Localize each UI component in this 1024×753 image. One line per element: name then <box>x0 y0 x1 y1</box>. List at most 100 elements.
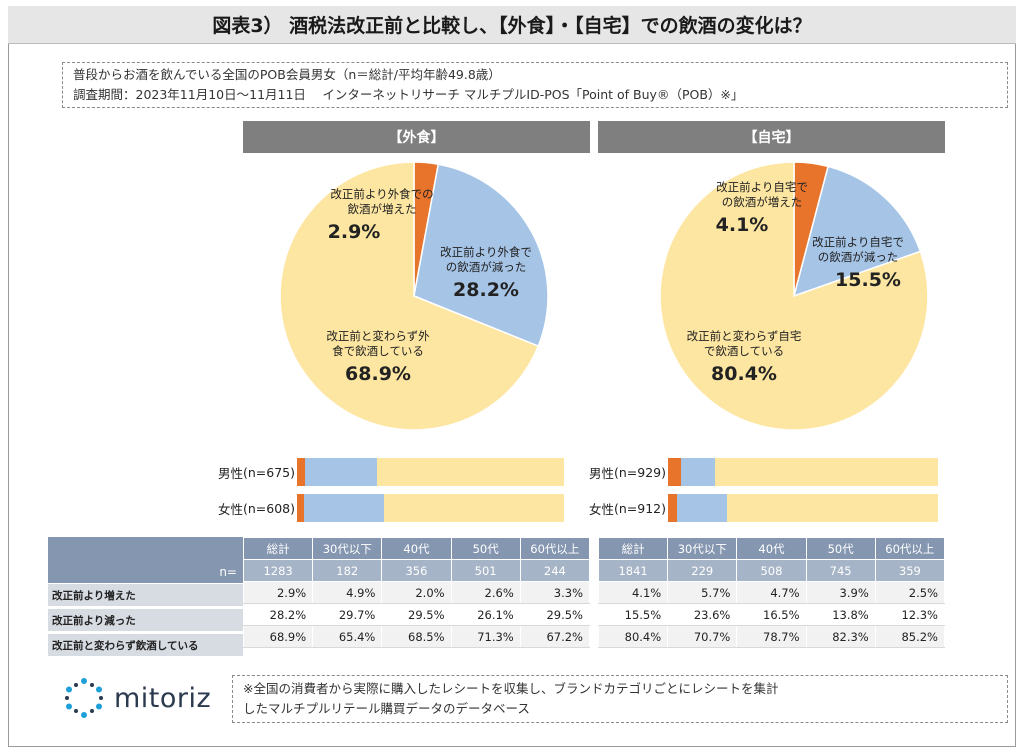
table-eating-out-column-header: 50代 <box>450 537 521 560</box>
bars-eating-out-bar-segment <box>297 458 306 486</box>
bars-eating-out-bar-segment <box>297 494 304 522</box>
table-eating-out-value-cell: 71.3% <box>450 625 521 648</box>
pie-chart-home: 改正前より自宅での飲酒が増えた4.1%改正前より自宅での飲酒が減った15.5%改… <box>659 161 929 431</box>
bars-home-row-label: 女性 (n=912) <box>546 494 666 522</box>
bars-eating-out-bar-segment <box>303 494 384 522</box>
footnote-line-1: ※全国の消費者から実際に購入したレシートを収集し、ブランドカテゴリごとにレシート… <box>243 681 779 696</box>
bars-eating-out-row-label: 女性 (n=608) <box>175 494 295 522</box>
bars-home-row-label: 男性 (n=929) <box>546 458 666 486</box>
table-home-value-cell: 4.7% <box>736 581 807 604</box>
table-eating-out-value-cell: 28.2% <box>242 603 314 626</box>
bars-eating-out-bar-segment <box>305 458 377 486</box>
table-row-label-same: 改正前と変わらず飲酒している <box>48 634 243 657</box>
survey-period-text: 調査期間：2023年11月10日〜11月11日 インターネットリサーチ マルチプ… <box>73 87 744 102</box>
logo-text: mitoriz <box>114 682 212 714</box>
table-eating-out-column-header: 30代以下 <box>312 537 383 560</box>
pie-eating-out-slice-0-value: 2.9% <box>328 221 381 243</box>
pie-home-slice-2-value: 80.4% <box>711 363 777 385</box>
table-home-value-cell: 85.2% <box>874 625 946 648</box>
pie-home-slice-2-label: 改正前と変わらず自宅 <box>687 329 802 343</box>
pie-home-slice-1-label: 改正前より自宅で <box>812 235 904 249</box>
table-eating-out-value-cell: 4.9% <box>312 581 383 604</box>
bars-home-bar-track <box>668 494 938 522</box>
pie-eating-out-slice-1 <box>413 163 549 348</box>
mitoriz-logo: mitoriz <box>62 676 211 720</box>
bars-home-bar-track <box>668 458 938 486</box>
pie-eating-out-slice-0-label: 改正前より外食での <box>330 187 433 201</box>
table-eating-out-value-cell: 29.5% <box>381 603 452 626</box>
footnote-line-2: したマルチプルリテール購買データのデータベース <box>243 701 530 716</box>
bars-eating-out-bar-track <box>297 494 564 522</box>
table-row-label-decrease: 改正前より減った <box>48 609 243 632</box>
table-home-n-cell: 1841 <box>597 559 669 582</box>
bars-home-bar-segment <box>668 458 681 486</box>
bars-eating-out-gender-label: 女性 <box>217 501 243 517</box>
bars-eating-out-sample-size: (n=608) <box>242 500 295 516</box>
table-home-column-header: 総計 <box>597 537 669 560</box>
bars-home-bar-segment <box>714 458 938 486</box>
table-home-value-cell: 23.6% <box>667 603 738 626</box>
table-row: 15.5% 23.6% 16.5% 13.8% 12.3% <box>597 603 946 626</box>
pie-eating-out-slice-2-label: 食で飲酒している <box>332 344 424 358</box>
table-home-column-header: 60代以上 <box>874 537 946 560</box>
survey-info-box: 普段からお酒を飲んでいる全国のPOB会員男女（n＝総計/平均年齢49.8歳） 調… <box>62 62 1008 108</box>
table-eating-out-column-header: 60代以上 <box>519 537 591 560</box>
table-eating-out-value-cell: 68.5% <box>381 625 452 648</box>
pie-eating-out-slice-1-label: の飲酒が減った <box>446 260 527 274</box>
section-header-home: 【自宅】 <box>598 121 945 153</box>
table-eating-out-value-cell: 29.5% <box>519 603 591 626</box>
table-row-label-increase: 改正前より増えた <box>48 584 243 607</box>
bars-home-bar-segment <box>668 494 677 522</box>
table-row: 28.2% 29.7% 29.5% 26.1% 29.5% <box>242 603 591 626</box>
table-eating-out-value-cell: 2.9% <box>242 581 314 604</box>
table-home-value-cell: 12.3% <box>874 603 946 626</box>
bars-eating-out-bar-segment <box>376 458 564 486</box>
table-eating-out-n-cell: 501 <box>450 559 521 582</box>
table-home-value-cell: 3.9% <box>805 581 876 604</box>
table-home-value-cell: 2.5% <box>874 581 946 604</box>
mitoriz-logo-icon <box>65 678 103 718</box>
table-home-n-cell: 745 <box>805 559 876 582</box>
pie-home-slice-1-value: 15.5% <box>835 269 901 291</box>
table-row: 2.9% 4.9% 2.0% 2.6% 3.3% <box>242 581 591 604</box>
pie-home-slice-0-label: 改正前より自宅で <box>716 180 808 194</box>
figure-title: 図表3） 酒税法改正前と比較し、【外食】・【自宅】での飲酒の変化は？ <box>8 6 1016 44</box>
pie-eating-out-slice-2-value: 68.9% <box>345 363 411 385</box>
table-row: 4.1% 5.7% 4.7% 3.9% 2.5% <box>597 581 946 604</box>
table-home-value-cell: 4.1% <box>597 581 669 604</box>
table-home-value-cell: 13.8% <box>805 603 876 626</box>
table-eating-out-value-cell: 67.2% <box>519 625 591 648</box>
pie-eating-out-slice-0-label: 飲酒が増えた <box>348 202 417 216</box>
table-eating-out-n-cell: 182 <box>312 559 383 582</box>
table-home-value-cell: 15.5% <box>597 603 669 626</box>
age-table-eating-out: 総計 30代以下 40代 50代 60代以上 1283 182 356 501 244 2.9% 4.… <box>242 537 591 648</box>
table-eating-out-value-cell: 3.3% <box>519 581 591 604</box>
pie-home-slice-0-value: 4.1% <box>716 214 769 236</box>
table-home-value-cell: 16.5% <box>736 603 807 626</box>
survey-target-text: 普段からお酒を飲んでいる全国のPOB会員男女（n＝総計/平均年齢49.8歳） <box>73 67 501 82</box>
table-eating-out-n-cell: 356 <box>381 559 452 582</box>
bars-eating-out-gender-label: 男性 <box>217 465 243 481</box>
table-eating-out-n-cell: 1283 <box>242 559 314 582</box>
table-eating-out-value-cell: 29.7% <box>312 603 383 626</box>
bars-home-bar-segment <box>676 494 727 522</box>
bars-eating-out-bar-track <box>297 458 564 486</box>
pie-home-slice-2-label: で飲酒している <box>704 344 784 358</box>
table-home-value-cell: 5.7% <box>667 581 738 604</box>
bars-home-sample-size: (n=912) <box>613 500 666 516</box>
section-header-eating-out: 【外食】 <box>243 121 590 153</box>
table-home-n-cell: 508 <box>736 559 807 582</box>
table-n-header: n= <box>48 537 243 583</box>
table-row: 80.4% 70.7% 78.7% 82.3% 85.2% <box>597 625 946 648</box>
table-home-value-cell: 78.7% <box>736 625 807 648</box>
table-home-column-header: 40代 <box>736 537 807 560</box>
bars-home-gender-label: 女性 <box>588 501 614 517</box>
bars-eating-out-sample-size: (n=675) <box>242 464 295 480</box>
bars-eating-out-bar-segment <box>383 494 564 522</box>
table-home-n-cell: 359 <box>874 559 946 582</box>
table-eating-out-value-cell: 68.9% <box>242 625 314 648</box>
pie-eating-out-slice-1-value: 28.2% <box>453 279 519 301</box>
pie-home-slice-1 <box>792 165 922 298</box>
table-eating-out-n-cell: 244 <box>519 559 591 582</box>
table-eating-out-column-header: 総計 <box>242 537 314 560</box>
